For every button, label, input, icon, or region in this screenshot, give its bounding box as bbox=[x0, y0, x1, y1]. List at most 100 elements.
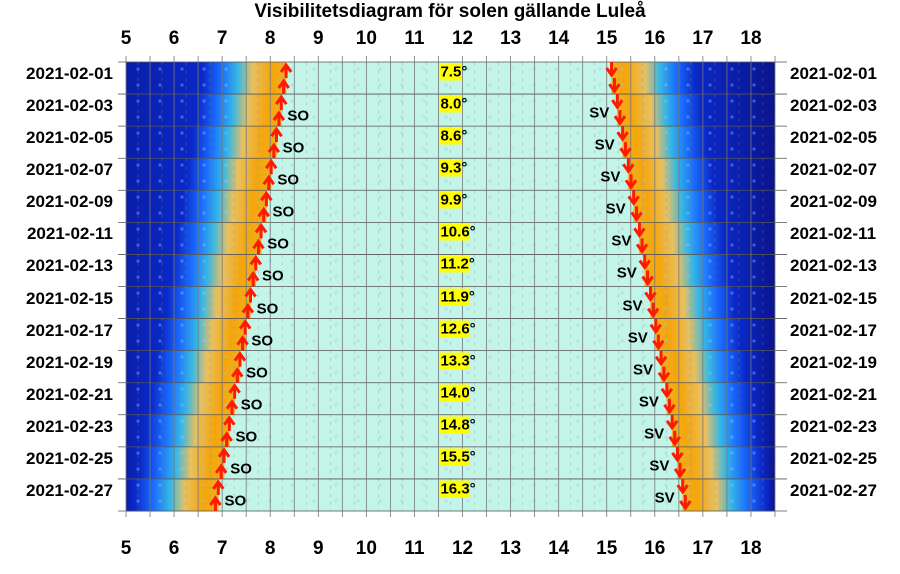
hour-tick-bottom: 9 bbox=[312, 538, 324, 559]
hour-tick-top: 12 bbox=[451, 28, 474, 49]
hour-tick-top: 14 bbox=[548, 28, 570, 49]
sunrise-direction-label: SO bbox=[235, 428, 258, 446]
hour-tick-bottom: 5 bbox=[120, 538, 132, 559]
date-label-right: 2021-02-07 bbox=[790, 160, 877, 180]
degree-symbol: ° bbox=[469, 223, 476, 241]
sunrise-arrow bbox=[246, 270, 260, 287]
sunrise-direction-label: SO bbox=[246, 364, 268, 382]
elevation-value: 10.6 bbox=[440, 223, 470, 241]
sunset-direction-label: SV bbox=[594, 136, 615, 154]
sunset-arrow bbox=[663, 398, 676, 415]
date-label-left: 2021-02-15 bbox=[26, 288, 113, 308]
hour-tick-top: 18 bbox=[740, 28, 762, 49]
degree-symbol: ° bbox=[461, 95, 468, 113]
hour-tick-bottom: 8 bbox=[264, 538, 276, 559]
sunset-direction-label: SV bbox=[600, 168, 621, 186]
date-label-right: 2021-02-11 bbox=[790, 224, 877, 244]
sunrise-direction-label: SO bbox=[272, 203, 295, 221]
sunset-arrow bbox=[676, 478, 689, 495]
sunrise-arrow bbox=[262, 174, 276, 191]
sunrise-direction-label: SO bbox=[230, 460, 252, 478]
sunset-arrow bbox=[649, 318, 662, 335]
hour-tick-top: 6 bbox=[168, 28, 180, 49]
hour-tick-top: 9 bbox=[312, 28, 324, 49]
sunset-direction-label: SV bbox=[616, 264, 637, 282]
sunrise-arrow bbox=[209, 495, 222, 511]
elevation-value: 8.0 bbox=[440, 95, 462, 113]
elevation-value: 9.9 bbox=[440, 191, 462, 209]
sunrise-arrow bbox=[220, 431, 233, 447]
sunset-arrow bbox=[605, 62, 618, 78]
degree-symbol: ° bbox=[469, 320, 476, 338]
hour-tick-bottom: 15 bbox=[596, 538, 618, 559]
hour-tick-top: 7 bbox=[216, 28, 228, 49]
sunset-arrow bbox=[641, 270, 654, 287]
sunrise-arrow bbox=[249, 254, 263, 271]
sunset-arrow bbox=[608, 78, 621, 94]
date-label-left: 2021-02-03 bbox=[26, 96, 113, 116]
elevation-value: 11.2 bbox=[440, 255, 469, 273]
chart-title: Visibilitetsdiagram för solen gällande L… bbox=[254, 1, 646, 22]
sunset-arrow bbox=[671, 446, 684, 463]
hour-tick-bottom: 14 bbox=[548, 538, 570, 559]
noon-elevation-label: 8.6° bbox=[439, 127, 468, 145]
sunset-arrow bbox=[622, 158, 635, 174]
sunrise-arrow bbox=[231, 367, 244, 383]
sunset-arrow bbox=[630, 206, 643, 222]
sunrise-arrow bbox=[257, 206, 270, 223]
sunset-arrow bbox=[644, 286, 657, 303]
date-label-left: 2021-02-19 bbox=[26, 352, 113, 372]
sunset-arrow bbox=[657, 366, 671, 383]
elevation-value: 8.6 bbox=[440, 127, 462, 145]
sunrise-arrow bbox=[264, 158, 278, 175]
date-label-left: 2021-02-11 bbox=[26, 224, 113, 244]
hour-tick-top: 8 bbox=[264, 28, 276, 49]
sunrise-arrow bbox=[236, 335, 249, 351]
elevation-value: 11.9 bbox=[440, 288, 469, 305]
sunset-arrow bbox=[613, 110, 627, 126]
elevation-value: 9.3 bbox=[440, 159, 462, 177]
date-label-right: 2021-02-17 bbox=[790, 320, 877, 340]
hour-tick-top: 10 bbox=[355, 28, 377, 49]
noon-elevation-label: 14.8° bbox=[439, 416, 476, 434]
date-label-right: 2021-02-03 bbox=[790, 96, 877, 116]
sunset-arrow bbox=[654, 350, 668, 367]
hour-tick-bottom: 17 bbox=[692, 538, 714, 559]
date-label-left: 2021-02-01 bbox=[26, 64, 113, 83]
noon-elevation-label: 13.3° bbox=[439, 352, 476, 370]
sunrise-arrow bbox=[267, 142, 281, 159]
sunset-arrow bbox=[627, 190, 640, 206]
sunrise-arrow bbox=[275, 94, 288, 111]
hour-tick-bottom: 12 bbox=[451, 538, 474, 559]
noon-elevation-label: 11.2° bbox=[439, 255, 475, 273]
sunset-arrow bbox=[679, 494, 692, 511]
degree-symbol: ° bbox=[469, 416, 476, 434]
sunset-arrow bbox=[619, 142, 632, 158]
sunset-direction-label: SV bbox=[622, 297, 643, 315]
sunset-arrow bbox=[652, 334, 665, 351]
elevation-value: 14.0 bbox=[440, 384, 470, 402]
noon-elevation-label: 12.6° bbox=[439, 320, 476, 338]
hour-tick-bottom: 6 bbox=[168, 538, 180, 559]
hour-tick-top: 5 bbox=[120, 28, 132, 49]
date-label-left: 2021-02-27 bbox=[26, 480, 113, 500]
sunset-direction-label: SV bbox=[638, 393, 659, 411]
degree-symbol: ° bbox=[469, 352, 476, 370]
sunrise-direction-label: SO bbox=[261, 267, 284, 285]
degree-symbol: ° bbox=[468, 255, 475, 273]
elevation-value: 16.3 bbox=[440, 480, 470, 498]
degree-symbol: ° bbox=[469, 384, 476, 402]
sunset-arrow bbox=[660, 382, 674, 399]
hour-tick-bottom: 16 bbox=[644, 538, 666, 559]
date-label-left: 2021-02-09 bbox=[26, 192, 113, 212]
sunrise-arrow bbox=[277, 78, 290, 95]
degree-symbol: ° bbox=[461, 127, 468, 145]
sunset-arrow bbox=[665, 414, 679, 431]
noon-elevation-label: 11.9° bbox=[439, 288, 475, 305]
sunset-direction-label: SV bbox=[589, 104, 610, 122]
degree-symbol: ° bbox=[469, 448, 476, 466]
noon-elevation-label: 10.6° bbox=[439, 223, 476, 241]
date-label-left: 2021-02-13 bbox=[26, 256, 113, 276]
degree-symbol: ° bbox=[468, 288, 475, 305]
date-label-right: 2021-02-01 bbox=[790, 64, 877, 83]
